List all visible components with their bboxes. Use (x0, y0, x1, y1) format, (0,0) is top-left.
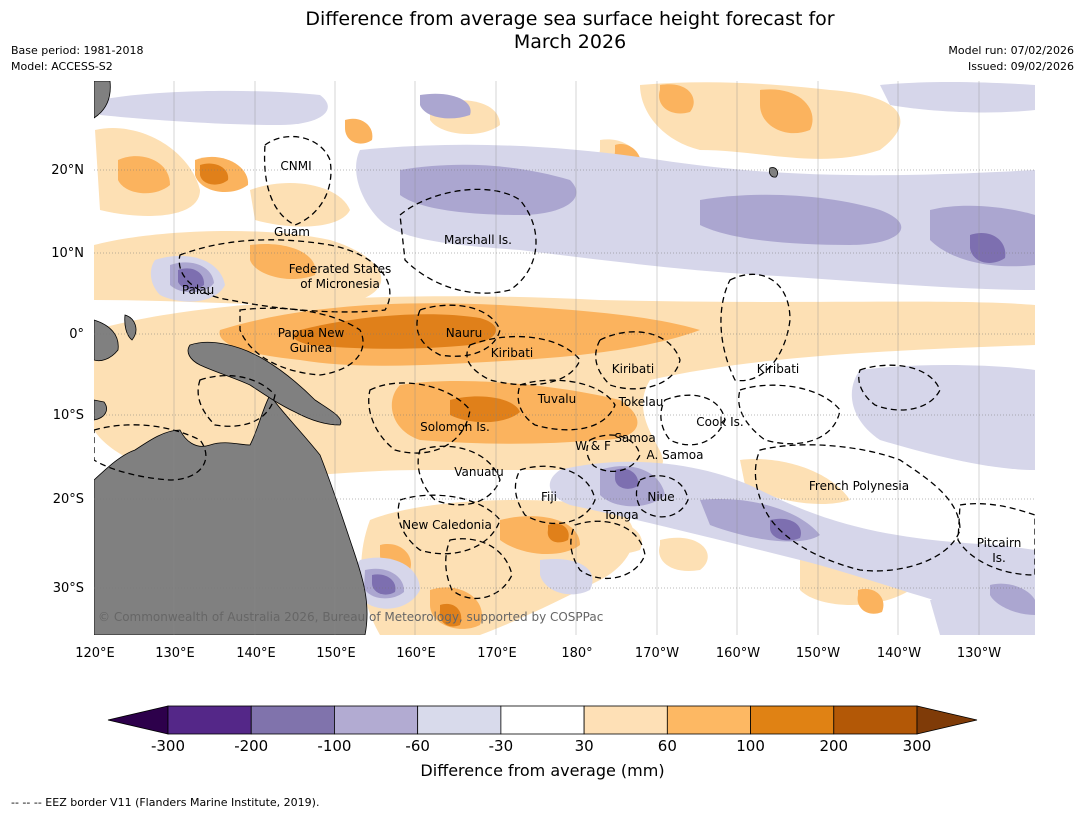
colorbar-tick-label: -100 (317, 737, 351, 755)
lat-tick: 30°S (53, 581, 84, 596)
colorbar-extend-low (107, 705, 169, 735)
borneo-landmass (94, 319, 119, 362)
longitude-tick-labels: 120°E 130°E 140°E 150°E 160°E 170°E 180°… (75, 646, 1001, 661)
latitude-tick-labels: 20°N 10°N 0° 10°S 20°S 30°S (51, 163, 84, 596)
label-solomon-is: Solomon Is. (420, 420, 490, 434)
colorbar-segment (167, 705, 252, 735)
graticule (94, 169, 1035, 589)
label-cnmi: CNMI (280, 159, 311, 173)
label-cook-is: Cook Is. (696, 415, 743, 429)
label-niue: Niue (647, 490, 674, 504)
label-french-polynesia: French Polynesia (809, 479, 909, 493)
label-new-caledonia: New Caledonia (402, 518, 492, 532)
colorbar-extend-high (916, 705, 978, 735)
colorbar-segment (833, 705, 918, 735)
meta-left: Base period: 1981-2018 Model: ACCESS-S2 (11, 43, 143, 75)
lon-tick: 150°E (316, 646, 356, 661)
lat-tick: 10°N (51, 246, 84, 261)
colorbar-segment (666, 705, 751, 735)
colorbar-segment (417, 705, 502, 735)
label-kiribati-west: Kiribati (491, 346, 533, 360)
label-nauru: Nauru (446, 326, 482, 340)
label-tuvalu: Tuvalu (537, 392, 577, 406)
colorbar-segment (500, 705, 585, 735)
hawaii-island (768, 167, 778, 178)
issued-date: Issued: 09/02/2026 (967, 60, 1074, 73)
colorbar-tick-label: 60 (658, 737, 677, 755)
eez-borders (94, 135, 1035, 600)
colorbar-tick-label: 100 (736, 737, 765, 755)
anomaly-positive-dark (200, 163, 569, 627)
label-marshall-is: Marshall Is. (444, 233, 512, 247)
land (94, 81, 778, 635)
lon-tick: 170°E (477, 646, 517, 661)
label-fsm-2: of Micronesia (300, 277, 380, 291)
lon-tick: 150°W (796, 646, 840, 661)
lat-tick: 20°S (53, 492, 84, 507)
label-kiribati-central: Kiribati (612, 362, 654, 376)
colorbar-segment (583, 705, 668, 735)
colorbar-label: Difference from average (mm) (420, 761, 665, 780)
lat-tick: 10°S (53, 408, 84, 423)
place-labels: CNMI Guam Marshall Is. Federated States … (182, 159, 1021, 565)
philippines-landmass (94, 81, 111, 119)
label-tokelau: Tokelau (618, 395, 664, 409)
colorbar: -300 -200 -100 -60 -30 30 60 100 200 300 (107, 705, 978, 755)
colorbar-tick-label: -200 (234, 737, 268, 755)
lat-tick: 0° (69, 327, 84, 342)
colorbar-tick-label: -60 (405, 737, 430, 755)
colorbar-tick-label: 300 (903, 737, 932, 755)
title-line-2: March 2026 (513, 31, 627, 53)
colorbar-tick-label: 30 (575, 737, 594, 755)
colorbar-segment (750, 705, 835, 735)
lon-tick: 180° (561, 646, 592, 661)
colorbar-tick-label: -300 (151, 737, 185, 755)
label-palau: Palau (182, 283, 214, 297)
label-american-samoa: A. Samoa (647, 448, 704, 462)
lon-tick: 130°W (957, 646, 1001, 661)
colorbar-tick-label: -30 (489, 737, 514, 755)
label-png-2: Guinea (290, 341, 333, 355)
label-samoa: Samoa (614, 431, 655, 445)
lon-tick: 120°E (75, 646, 115, 661)
lon-tick: 140°E (236, 646, 276, 661)
map-area: CNMI Guam Marshall Is. Federated States … (94, 81, 1035, 635)
lon-tick: 140°W (877, 646, 921, 661)
australia-landmass (94, 394, 368, 635)
model-name: Model: ACCESS-S2 (11, 60, 113, 73)
label-tonga: Tonga (602, 508, 638, 522)
label-wallis-futuna: W & F (575, 439, 611, 453)
lon-tick: 170°W (635, 646, 679, 661)
colorbar-segment (250, 705, 335, 735)
colorbar-tick-label: 200 (819, 737, 848, 755)
title-line-1: Difference from average sea surface heig… (305, 8, 835, 30)
meridians (173, 81, 980, 635)
copyright-credit: © Commonwealth of Australia 2026, Bureau… (98, 610, 603, 624)
new-guinea-landmass (187, 341, 342, 426)
label-pitcairn-1: Pitcairn (977, 536, 1022, 550)
colorbar-segment (334, 705, 419, 735)
label-vanuatu: Vanuatu (454, 465, 504, 479)
model-run: Model run: 07/02/2026 (948, 44, 1074, 57)
lat-tick: 20°N (51, 163, 84, 178)
label-png-1: Papua New (278, 326, 345, 340)
lon-tick: 130°E (155, 646, 195, 661)
label-fsm-1: Federated States (289, 262, 391, 276)
label-fiji: Fiji (541, 490, 557, 504)
base-period: Base period: 1981-2018 (11, 44, 144, 57)
label-pitcairn-2: Is. (992, 551, 1006, 565)
lon-tick: 160°W (716, 646, 760, 661)
chart-title: Difference from average sea surface heig… (0, 8, 1085, 54)
label-guam: Guam (274, 225, 310, 239)
meta-right: Model run: 07/02/2026 Issued: 09/02/2026 (948, 43, 1074, 75)
label-kiribati-east: Kiribati (757, 362, 799, 376)
eez-legend: -- -- -- EEZ border V11 (Flanders Marine… (11, 796, 320, 809)
lon-tick: 160°E (396, 646, 436, 661)
